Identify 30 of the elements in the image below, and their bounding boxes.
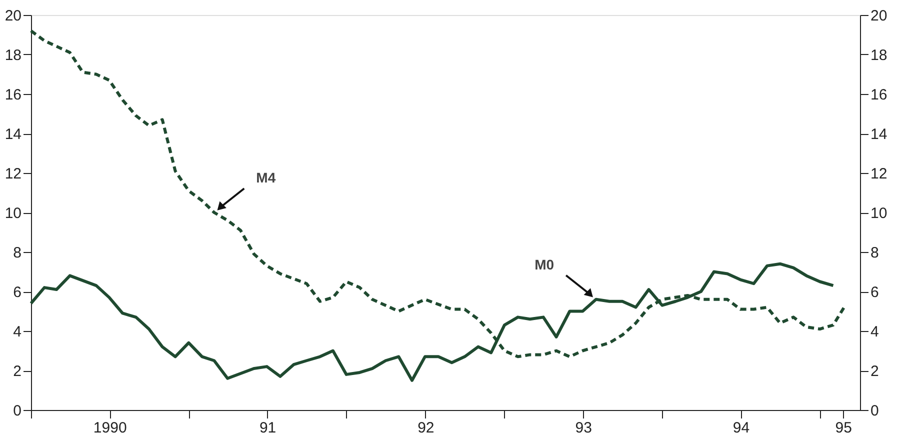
y2-tick-label: 4 [870,324,879,340]
x-tick-label: 95 [835,420,852,436]
x-tick-label: 91 [259,420,276,436]
y-tick-label: 14 [4,126,22,143]
y-tick-label: 18 [4,47,22,64]
y-tick-label: 20 [4,8,22,24]
x-tick-label: 94 [732,420,750,436]
y-tick-label: 8 [13,244,22,262]
y2-tick-label: 14 [870,126,888,143]
y2-tick-label: 0 [870,402,879,420]
y-tick-label: 16 [4,86,22,104]
x-tick-label: 92 [418,420,434,436]
y-tick-label: 12 [4,166,22,182]
y-tick-label: 2 [13,363,22,380]
y-tick-label: 4 [13,324,22,340]
x-tick-label: 1990 [93,420,127,436]
y2-tick-label: 2 [870,363,879,380]
y2-tick-label: 6 [870,284,879,301]
y2-tick-label: 16 [870,86,888,104]
y2-tick-label: 12 [870,166,888,182]
y-tick-label: 10 [4,205,22,222]
y2-tick-label: 8 [870,244,879,262]
y2-tick-label: 18 [870,47,888,64]
annotation: M0 [534,256,554,272]
annotation: M4 [256,170,276,186]
y-tick-label: 0 [13,402,22,420]
y2-tick-label: 20 [870,8,888,24]
y-tick-label: 6 [13,284,22,301]
x-tick-label: 93 [575,420,592,436]
y2-tick-label: 10 [870,205,888,222]
